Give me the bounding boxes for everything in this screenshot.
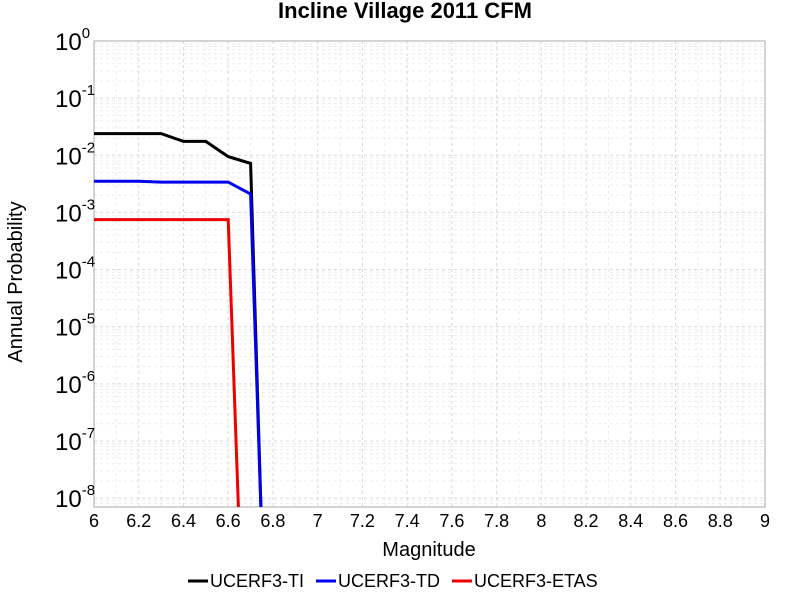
- legend-label: UCERF3-TI: [210, 571, 304, 591]
- legend-entry: UCERF3-ETAS: [452, 571, 598, 591]
- x-tick-label: 8.6: [663, 511, 688, 531]
- x-tick-label: 6.2: [126, 511, 151, 531]
- series-layer: [94, 132, 263, 507]
- x-tick-label: 8: [536, 511, 546, 531]
- x-tick-label: 7.2: [350, 511, 375, 531]
- x-tick-label: 6: [89, 511, 99, 531]
- series-line-2: [94, 179, 263, 507]
- x-tick-label: 8.2: [574, 511, 599, 531]
- x-tick-label: 7: [313, 511, 323, 531]
- x-tick-label: 7.6: [439, 511, 464, 531]
- legend-label: UCERF3-TD: [338, 571, 440, 591]
- y-axis-label: Annual Probability: [5, 201, 27, 362]
- x-tick-label: 7.4: [395, 511, 420, 531]
- series-line-1: [94, 132, 263, 507]
- y-tick-label: 10-7: [55, 425, 95, 456]
- grid: [93, 40, 766, 508]
- y-tick-label: 10-6: [55, 368, 95, 399]
- chart-title: Incline Village 2011 CFM: [278, 0, 532, 23]
- y-axis-ticks: 100 10-1 10-2 10-3 10-4 10-5 10-6 10-7 10-8: [55, 25, 95, 513]
- x-tick-label: 8.8: [708, 511, 733, 531]
- x-axis-ticks: 6 6.2 6.4 6.6 6.8 7 7.2 7.4 7.6 7.8 8 8.2 8.4 8.6 8.8 9: [89, 511, 770, 531]
- x-tick-label: 6.8: [260, 511, 285, 531]
- y-tick-label: 10-5: [55, 311, 95, 342]
- x-axis-label: Magnitude: [382, 539, 475, 561]
- y-tick-label: 10-4: [55, 254, 95, 285]
- legend-entry: UCERF3-TD: [316, 571, 440, 591]
- x-tick-label: 6.6: [216, 511, 241, 531]
- y-tick-label: 10-1: [55, 82, 95, 113]
- plot-frame: [93, 40, 766, 508]
- y-tick-label: 10-8: [55, 482, 95, 513]
- x-tick-label: 7.8: [484, 511, 509, 531]
- x-tick-label: 6.4: [171, 511, 196, 531]
- legend-label: UCERF3-ETAS: [474, 571, 598, 591]
- y-tick-label: 10-2: [55, 139, 95, 170]
- x-tick-label: 8.4: [618, 511, 643, 531]
- x-tick-label: 9: [760, 511, 770, 531]
- y-tick-label: 100: [55, 25, 90, 56]
- legend-entry: UCERF3-TI: [188, 571, 304, 591]
- y-tick-label: 10-3: [55, 196, 95, 227]
- legend: UCERF3-TI UCERF3-TD UCERF3-ETAS: [188, 571, 598, 591]
- series-line-3: [94, 218, 240, 507]
